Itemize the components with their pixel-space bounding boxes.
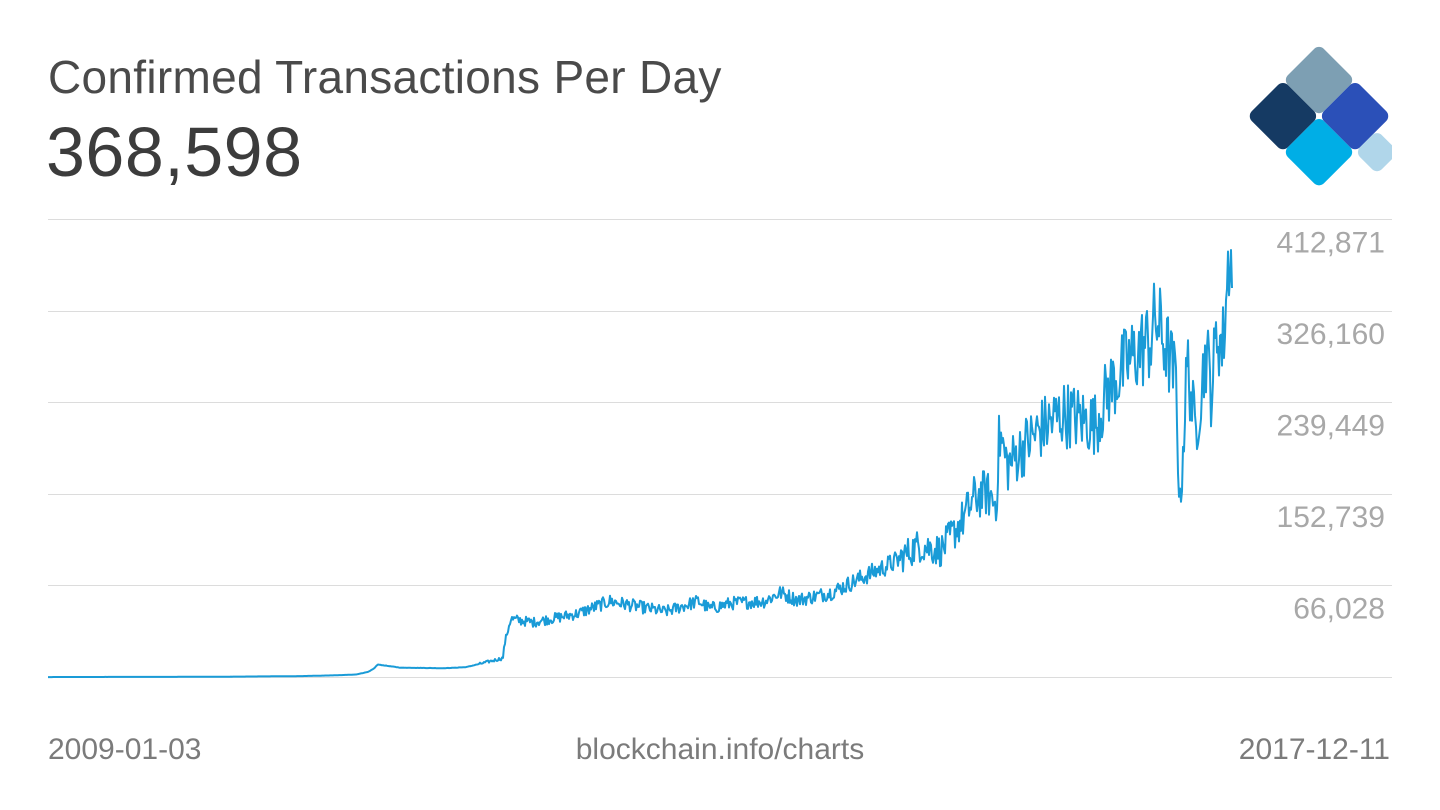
blockchain-logo-icon xyxy=(1249,46,1392,186)
logo-tile-top xyxy=(1285,46,1353,114)
logo-tile-bottom xyxy=(1285,119,1353,186)
logo-tile-right xyxy=(1321,82,1389,150)
y-tick-label: 412,871 xyxy=(1277,226,1385,259)
y-tick-layer: 412,871 326,160 239,449 152,739 66,028 xyxy=(1277,226,1385,625)
logo-tile-small xyxy=(1357,133,1392,172)
source-link[interactable]: blockchain.info/charts xyxy=(575,733,865,766)
chart-title: Confirmed Transactions Per Day xyxy=(48,51,722,103)
end-date-label: 2017-12-11 xyxy=(1238,733,1390,766)
line-layer xyxy=(48,249,1233,679)
y-tick-label: 66,028 xyxy=(1293,592,1385,625)
logo-tile-left xyxy=(1249,82,1317,150)
grid-layer xyxy=(48,219,1392,678)
current-value: 368,598 xyxy=(46,113,303,191)
y-tick-label: 152,739 xyxy=(1277,501,1385,534)
y-tick-label: 239,449 xyxy=(1277,409,1385,442)
series-line-transactions xyxy=(48,249,1233,679)
start-date-label: 2009-01-03 xyxy=(48,733,202,766)
y-tick-label: 326,160 xyxy=(1277,318,1385,351)
